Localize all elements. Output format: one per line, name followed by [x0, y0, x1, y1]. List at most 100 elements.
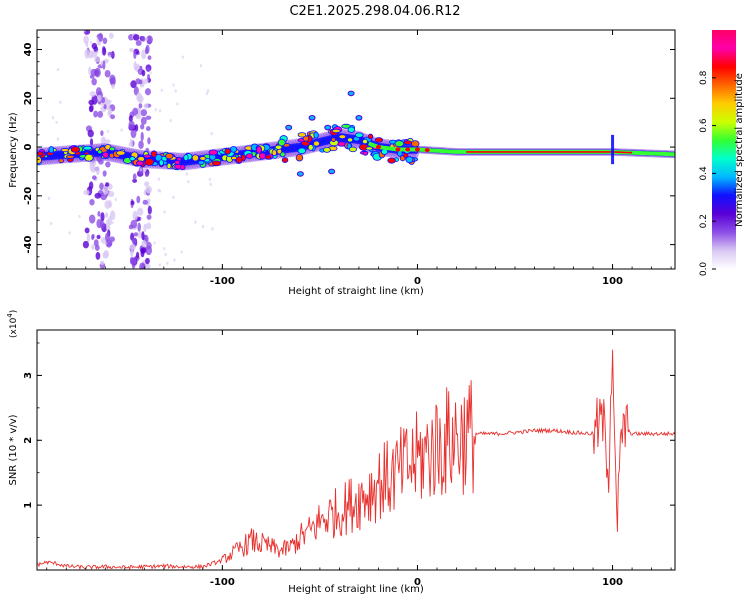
- spectrogram-noise-blob: [143, 103, 149, 109]
- snr-series-line: [37, 349, 675, 570]
- spectrogram-peak: [235, 156, 243, 164]
- snr-scale-exponent: 4: [6, 313, 14, 318]
- spectrogram-outlier: [324, 124, 332, 131]
- spectrogram-noise-dot: [199, 64, 203, 68]
- spectrogram-noise-blob: [129, 243, 136, 251]
- spectrogram-y-axis-label: Frequency (Hz): [8, 112, 19, 188]
- spectrogram-peak: [58, 158, 65, 164]
- spectrogram-noise-blob: [105, 239, 113, 248]
- spectrogram-noise-dot: [160, 88, 164, 92]
- spectrogram-noise-dot: [55, 120, 58, 124]
- spectrogram-noise-blob: [104, 139, 111, 144]
- spectrogram-noise-blob: [104, 69, 111, 78]
- spectrogram-noise-blob: [98, 32, 104, 42]
- spectrogram-peak: [102, 151, 109, 159]
- spectrogram-noise-blob: [103, 104, 107, 110]
- spectrogram-peak: [313, 131, 319, 139]
- spectrogram-noise-dot: [59, 100, 62, 104]
- spectrogram-noise-dot: [56, 137, 60, 141]
- spectrogram-noise-blob: [105, 161, 111, 168]
- spectrogram-peak: [143, 154, 152, 159]
- colorbar-tick-label: 0.0: [699, 262, 709, 277]
- spectrogram-noise-dot: [166, 261, 169, 265]
- spectrogram-noise-dot: [51, 116, 55, 120]
- spectrogram-noise-dot: [100, 61, 104, 65]
- spectrogram-noise-blob: [95, 252, 101, 260]
- spectrogram-peak: [191, 154, 200, 162]
- spectrogram-noise-blob: [95, 87, 102, 97]
- spectrogram-noise-blob: [88, 181, 94, 190]
- spectrogram-noise-blob: [141, 49, 147, 60]
- snr-background: [37, 330, 675, 570]
- spectrogram-noise-blob: [143, 223, 147, 233]
- spectrogram-hot-dot: [395, 147, 401, 152]
- spectrogram-noise-blob: [142, 199, 148, 205]
- spectrogram-peak: [211, 160, 222, 167]
- spectrogram-noise-dot: [47, 196, 51, 200]
- spectrogram-noise-blob: [146, 39, 152, 45]
- spectrogram-noise-blob: [102, 170, 107, 177]
- spectrogram-noise-blob: [145, 185, 153, 194]
- spectrogram-noise-blob: [100, 130, 104, 136]
- spectrogram-noise-dot: [83, 30, 86, 33]
- spectrogram-noise-blob: [83, 35, 89, 45]
- snr-x-axis-label: Height of straight line (km): [288, 584, 424, 595]
- spectrogram-noise-blob: [143, 78, 149, 84]
- spectrogram-outlier: [285, 124, 293, 131]
- spectrogram-peak: [295, 153, 304, 162]
- snr-y-tick-label: 1: [23, 502, 34, 509]
- spectrogram-peak: [65, 154, 75, 159]
- spectrogram-peak: [405, 156, 414, 164]
- spectrogram-peak: [338, 134, 347, 140]
- spectrogram-noise-blob: [141, 231, 145, 241]
- spectrogram-noise-dot: [174, 89, 177, 93]
- snr-content: [37, 349, 675, 570]
- spectrogram-noise-blob: [102, 185, 109, 195]
- spectrogram-spike: [611, 134, 615, 165]
- spectrogram-noise-blob: [88, 99, 95, 106]
- spectrogram-noise-blob: [99, 221, 105, 229]
- spectrogram-noise-blob: [93, 110, 98, 118]
- spectrogram-noise-blob: [133, 60, 137, 71]
- spectrogram-peak: [411, 140, 420, 148]
- spectrogram-noise-blob: [128, 142, 133, 147]
- spectrogram-noise-blob: [136, 195, 141, 204]
- spectrogram-outlier: [355, 114, 363, 121]
- spectrogram-noise-dot: [181, 55, 185, 59]
- spectrogram-noise-blob: [146, 67, 151, 73]
- spectrogram-peak: [197, 160, 205, 165]
- spectrogram-peak: [277, 138, 286, 147]
- snr-y-tick-label: 3: [23, 372, 34, 379]
- spectrogram-peak: [331, 128, 341, 134]
- spectrogram-noise-blob: [83, 189, 90, 196]
- colorbar-tick-label: 0.6: [699, 118, 709, 133]
- spectrogram-hot-dot: [405, 147, 411, 152]
- spectrogram-panel: -100 0 100 -40 -20 0 20 40 Height of straight …: [8, 29, 676, 297]
- spectrogram-noise-blob: [88, 66, 92, 76]
- spectrogram-noise-blob: [137, 222, 142, 232]
- snr-x-ticks: -100 0 100: [46, 330, 672, 588]
- spectrogram-noise-blob: [138, 103, 143, 109]
- spectrogram-noise-dot: [104, 241, 108, 246]
- spectrogram-noise-blob: [110, 114, 116, 120]
- spectrogram-ridge-core: [466, 151, 633, 154]
- spectrogram-noise-blob: [99, 182, 104, 191]
- spectrogram-x-tick-label: 100: [602, 276, 623, 287]
- spectrogram-noise-blob: [94, 56, 101, 63]
- spectrogram-noise-blob: [102, 60, 106, 70]
- spectrogram-peak: [362, 138, 369, 145]
- spectrogram-noise-blob: [95, 165, 100, 176]
- spectrogram-noise-blob: [132, 210, 138, 221]
- spectrogram-noise-blob: [94, 192, 102, 199]
- spectrogram-noise-blob: [133, 232, 139, 237]
- spectrogram-noise-blob: [145, 44, 150, 54]
- snr-panel: -100 0 100 1 2 3 Height of straight line (km…: [6, 310, 676, 595]
- spectrogram-noise-blob: [140, 109, 148, 117]
- spectrogram-noise-blob: [147, 73, 151, 80]
- spectrogram-peak: [84, 153, 94, 162]
- spectrogram-peak: [403, 140, 413, 145]
- spectrogram-noise-blob: [91, 234, 95, 239]
- spectrogram-noise-blob: [147, 55, 152, 60]
- spectrogram-peak: [109, 146, 116, 152]
- spectrogram-noise-dot: [211, 227, 214, 231]
